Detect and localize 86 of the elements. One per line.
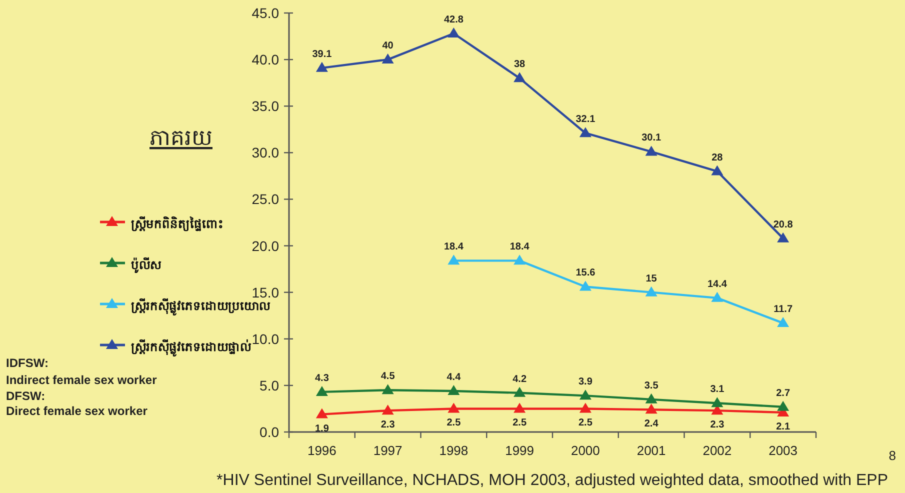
point: [382, 404, 394, 415]
y-tick-label: 35.0: [252, 98, 280, 114]
y-tick-label: 45.0: [252, 5, 280, 21]
data-label: 18.4: [444, 242, 464, 253]
point: [448, 402, 460, 413]
x-tick-label: 1997: [373, 443, 402, 458]
data-label: 42.8: [444, 14, 464, 26]
x-tick-label: 1998: [439, 443, 468, 458]
y-tick-label: 10.0: [252, 330, 280, 347]
text: Indirect female sex worker: [6, 373, 158, 387]
point: [777, 232, 790, 242]
data-label: 40: [382, 40, 394, 52]
text: 8: [888, 448, 896, 463]
data-label: 2.5: [512, 418, 527, 429]
data-label: 4.3: [314, 372, 330, 384]
point: [645, 146, 658, 156]
point: [579, 402, 592, 413]
text: DFSW:: [6, 389, 46, 403]
point: [645, 404, 658, 414]
legend-label: ស្ត្រីរកស៊ីផ្លូវភេទដោយផ្ទាល់: [131, 339, 252, 357]
data-label: 2.7: [776, 388, 790, 399]
y-tick-label: 0.0: [260, 424, 280, 440]
point: [645, 286, 658, 296]
text: *HIV Sentinel Surveillance, NCHADS, MOH 2003, adjusted weighted data, smoothed with EPP: [216, 472, 888, 489]
data-label: 4.2: [512, 374, 527, 385]
point: [579, 390, 592, 400]
data-label: 2.5: [446, 418, 462, 429]
data-label: 2.4: [644, 418, 659, 430]
point: [316, 62, 328, 72]
point: [777, 400, 790, 411]
point: [777, 317, 790, 328]
data-label: 3.9: [578, 376, 593, 388]
data-label: 2.3: [710, 420, 725, 431]
point: [316, 408, 328, 418]
data-label: 20.8: [773, 219, 794, 230]
y-tick-label: 40.0: [252, 52, 280, 68]
x-tick-label: 2003: [768, 443, 798, 458]
data-label: 15.6: [576, 268, 596, 279]
legend-label: ប៉ូលីស: [131, 257, 162, 274]
x-tick-label: 2001: [636, 443, 666, 458]
point: [645, 393, 658, 404]
y-tick-label: 20.0: [252, 238, 280, 254]
y-tick-label: 25.0: [252, 191, 280, 208]
y-tick-label: 30.0: [252, 144, 280, 161]
data-label: 30.1: [642, 132, 662, 144]
data-label: 2.1: [776, 421, 790, 432]
point: [316, 386, 328, 396]
text: Direct female sex worker: [6, 404, 148, 418]
point: [711, 397, 724, 408]
point: [514, 386, 526, 397]
x-tick-label: 2000: [570, 443, 600, 458]
point: [514, 72, 526, 82]
legend-label: ស្ត្រីរកស៊ីផ្លូវភេទដោយប្រយោល: [131, 298, 271, 316]
legend-label: ស្ត្រីមកពិនិត្យផ្ទៃពោះ: [131, 216, 223, 232]
data-label: 28: [712, 152, 724, 164]
data-label: 3.1: [710, 384, 725, 396]
point: [514, 402, 526, 413]
point: [448, 254, 460, 265]
data-label: 18.4: [510, 242, 530, 253]
text: IDFSW:: [6, 356, 48, 370]
data-label: 3.5: [644, 380, 659, 392]
point: [448, 385, 460, 396]
point: [382, 384, 394, 394]
data-label: 2.3: [380, 420, 396, 431]
data-label: 39.1: [312, 48, 332, 60]
x-tick-label: 1996: [307, 443, 336, 458]
x-tick-label: 2002: [702, 443, 732, 458]
y-tick-label: 15.0: [252, 284, 280, 300]
y-axis-title: ភាគរយ: [150, 125, 212, 150]
data-label: 2.5: [578, 418, 593, 429]
point: [514, 254, 526, 265]
data-label: 15: [646, 273, 658, 284]
data-label: 4.5: [380, 371, 396, 382]
data-label: 11.7: [774, 304, 793, 316]
data-label: 14.4: [707, 278, 728, 290]
point: [448, 27, 460, 38]
data-label: 38: [514, 59, 526, 70]
point: [711, 165, 724, 176]
data-label: 4.4: [446, 372, 462, 384]
data-label: 32.1: [576, 114, 596, 126]
y-tick-label: 5.0: [260, 377, 280, 394]
point: [711, 292, 724, 302]
x-tick-label: 1999: [505, 443, 534, 458]
point: [579, 280, 592, 291]
point: [382, 54, 394, 64]
point: [579, 127, 592, 138]
